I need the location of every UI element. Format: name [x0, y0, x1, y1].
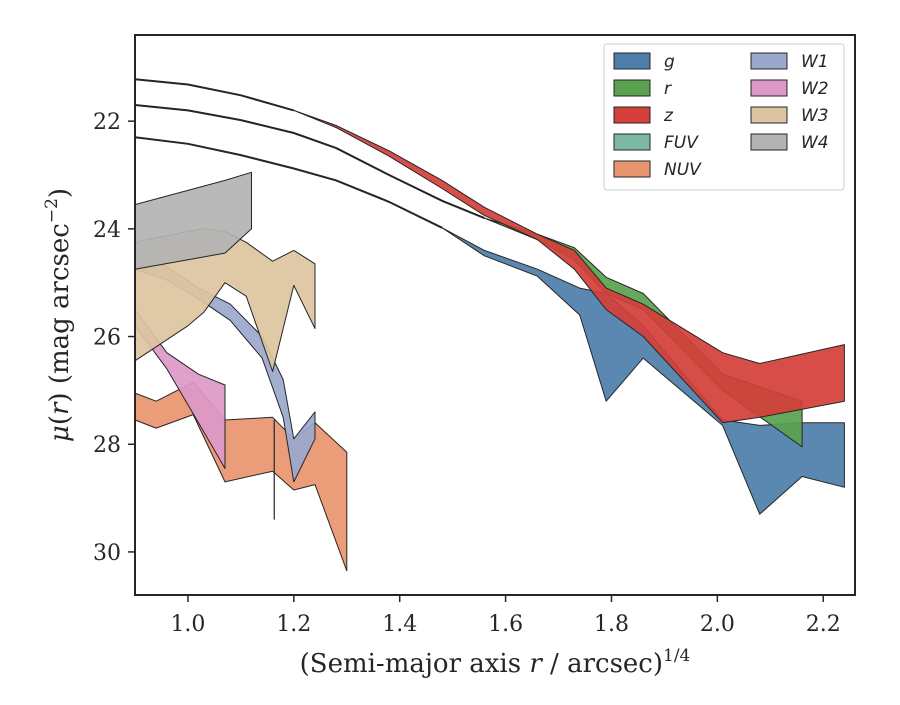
- legend-label: W2: [801, 79, 829, 99]
- y-tick-label: 22: [93, 110, 121, 135]
- x-tick-label: 2.0: [700, 612, 735, 637]
- legend-label: r: [664, 79, 672, 99]
- x-tick-label: 1.0: [170, 612, 205, 637]
- legend-swatch: [613, 160, 651, 178]
- x-tick-label: 1.2: [276, 612, 311, 637]
- legend-label: W1: [801, 52, 829, 72]
- legend-label: W4: [801, 133, 829, 153]
- x-tick-label: 1.4: [382, 612, 417, 637]
- legend-swatch: [613, 52, 651, 70]
- y-axis-label: μ(r) (mag arcsec−2): [42, 188, 75, 442]
- legend-swatch: [613, 106, 651, 124]
- plot-frame: [134, 34, 856, 596]
- edge-layer: [134, 78, 485, 520]
- x-axis-label: (Semi-major axis r / arcsec)1/4: [300, 646, 691, 679]
- legend-swatch: [750, 79, 788, 97]
- legend-item-z: z: [613, 106, 674, 126]
- legend-swatch: [750, 106, 788, 124]
- legend-item-w4: W4: [750, 133, 829, 153]
- band-z: [134, 78, 845, 424]
- legend-label: g: [664, 52, 675, 72]
- legend-swatch: [750, 133, 788, 151]
- profile-line-r: [134, 104, 485, 220]
- tick-layer: 1.0 1.2 1.4 1.6 1.8 2.0 2.2 22 24 26 28 30: [93, 110, 841, 637]
- legend-label: W3: [801, 106, 829, 126]
- x-tick-label: 1.6: [488, 612, 523, 637]
- legend-label: FUV: [664, 133, 699, 153]
- x-tick-label: 1.8: [594, 612, 629, 637]
- legend-label: NUV: [664, 160, 702, 180]
- legend-item-fuv: FUV: [613, 133, 699, 153]
- legend-item-r: r: [613, 79, 672, 99]
- legend-item-w3: W3: [750, 106, 829, 126]
- y-tick-label: 24: [93, 218, 121, 243]
- legend-swatch: [613, 79, 651, 97]
- legend-item-g: g: [613, 52, 675, 72]
- y-tick-label: 26: [93, 326, 121, 351]
- legend-item-nuv: NUV: [613, 160, 702, 180]
- y-tick-label: 28: [93, 433, 121, 458]
- legend-item-w1: W1: [750, 52, 829, 72]
- legend-label: z: [663, 106, 674, 126]
- legend-swatch: [750, 52, 788, 70]
- legend-item-w2: W2: [750, 79, 829, 99]
- x-tick-label: 2.2: [806, 612, 841, 637]
- profile-line-z: [134, 78, 295, 112]
- band-nuv: [134, 381, 348, 572]
- y-tick-label: 30: [93, 541, 121, 566]
- legend-swatch: [613, 133, 651, 151]
- profile-line-g: [134, 136, 443, 229]
- legend: grz FUV NUV W1 W2 W3 W4: [603, 43, 845, 191]
